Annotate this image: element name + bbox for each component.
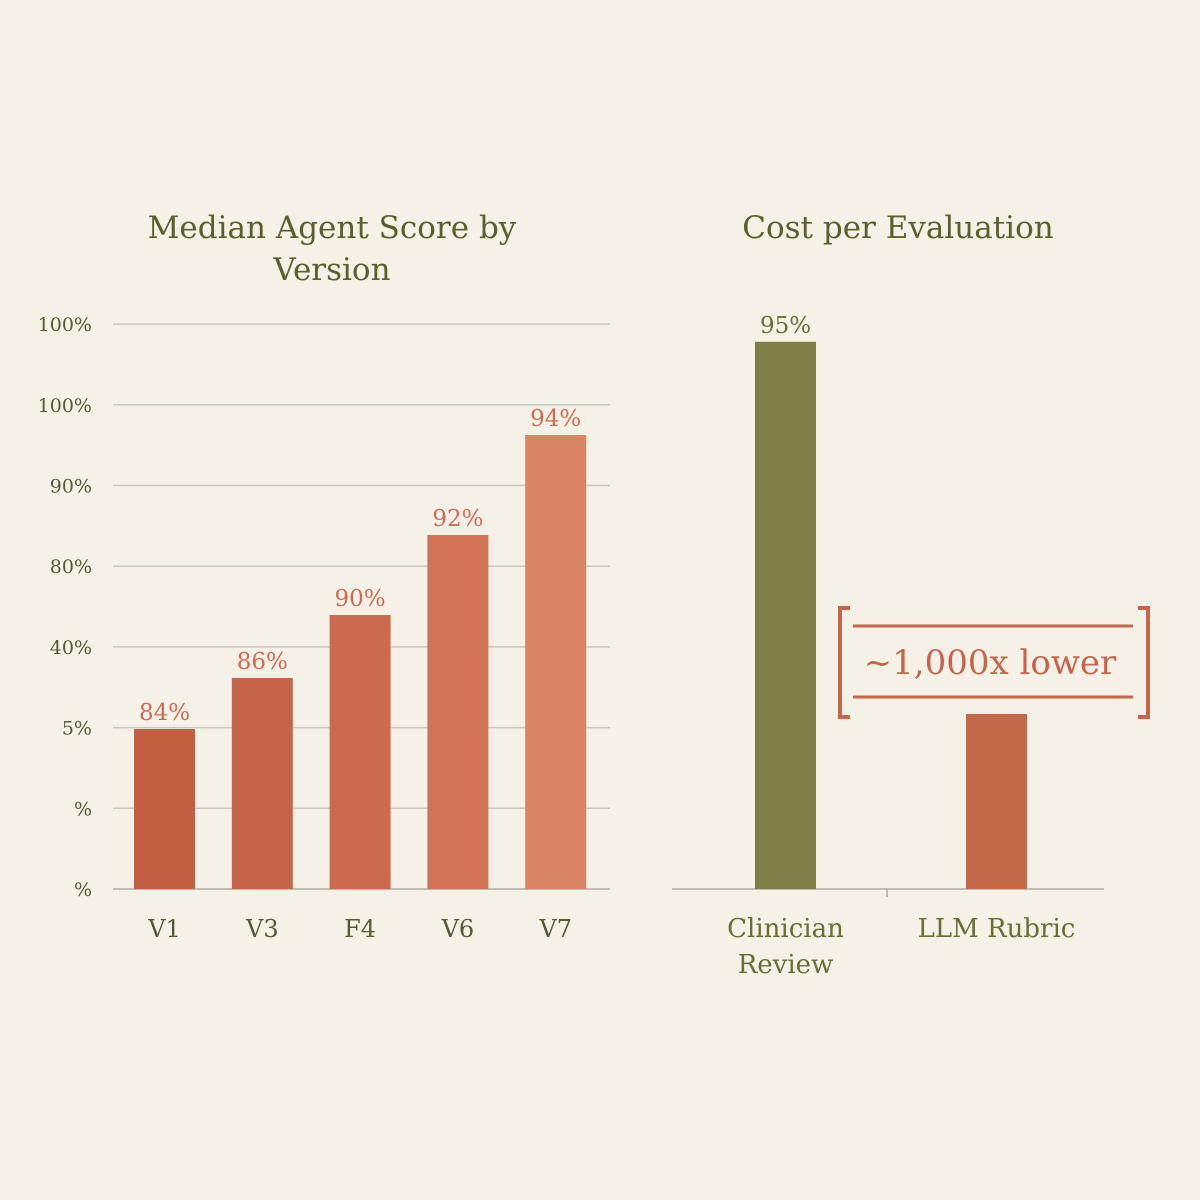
right-category-label: LLM Rubric — [918, 914, 1076, 944]
left-data-label: 94% — [530, 406, 581, 432]
left-category-label: V6 — [441, 915, 475, 943]
left-x-category-labels: V1 V3 F4 V6 V7 — [147, 915, 572, 943]
right-data-label: 95% — [760, 313, 811, 339]
right-bar — [966, 714, 1027, 889]
left-y-tick-label: % — [74, 798, 92, 820]
left-bar — [134, 729, 195, 889]
left-y-tick-label: 5% — [62, 718, 92, 740]
left-data-label: 84% — [139, 700, 190, 726]
right-x-category-labels: Clinician Review LLM Rubric — [727, 914, 1075, 980]
left-bars — [134, 435, 587, 889]
left-y-tick-label: 80% — [50, 556, 92, 578]
left-chart-title-line-1: Median Agent Score by — [148, 210, 517, 246]
annotation-right-bracket — [1138, 606, 1150, 719]
left-y-tick-label: 100% — [38, 314, 92, 336]
left-data-label: 90% — [335, 586, 386, 612]
right-chart-title: Cost per Evaluation — [742, 210, 1053, 246]
left-data-labels: 84% 86% 90% 92% 94% — [139, 406, 581, 726]
left-category-label: V3 — [245, 915, 279, 943]
left-y-tick-label: 100% — [38, 395, 92, 417]
left-y-tick-labels: %% 5% 40% 80% 90% 100% 100% — [38, 314, 92, 901]
annotation-left-bracket — [838, 606, 850, 719]
left-chart-title-line-2: Version — [272, 252, 390, 288]
left-bar — [427, 535, 489, 889]
left-data-label: 86% — [237, 649, 288, 675]
left-y-tick-label: % — [74, 879, 92, 901]
right-axis — [672, 888, 1104, 897]
annotation-text: ~1,000x lower — [864, 643, 1117, 683]
annotation-bracket: ~1,000x lower — [838, 606, 1150, 719]
right-bars — [755, 341, 1027, 889]
right-category-label: Clinician — [727, 914, 844, 944]
left-bar — [231, 678, 293, 889]
left-category-label: V7 — [538, 915, 572, 943]
right-data-labels: 95% — [760, 313, 811, 339]
left-y-tick-label: 40% — [50, 637, 92, 659]
left-y-tick-label: 90% — [50, 476, 92, 498]
left-category-label: V1 — [147, 915, 181, 943]
right-category-label: Review — [738, 950, 834, 980]
left-data-label: 92% — [432, 506, 483, 532]
left-bar — [329, 615, 391, 889]
right-bar — [755, 341, 816, 889]
left-bar — [525, 435, 587, 889]
left-category-label: F4 — [344, 915, 376, 943]
